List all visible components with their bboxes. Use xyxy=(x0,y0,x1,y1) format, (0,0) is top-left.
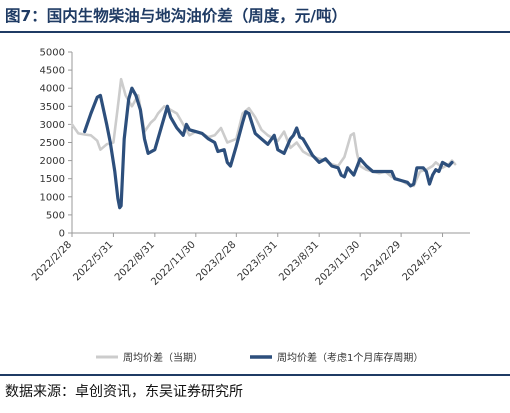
legend-label-0: 周均价差（当期） xyxy=(123,351,203,364)
x-tick-label: 2022/11/30 xyxy=(149,239,198,288)
y-tick-label: 500 xyxy=(46,210,65,221)
y-axis-ticks: 0 500 1000 1500 2000 2500 3000 3500 4000 4500 5000 xyxy=(40,48,72,240)
x-tick-label: 2023/8/31 xyxy=(277,239,321,283)
y-tick-label: 3500 xyxy=(40,102,65,113)
y-tick-label: 3000 xyxy=(40,120,65,131)
x-tick-label: 2023/11/30 xyxy=(314,239,363,288)
footer-divider xyxy=(0,374,510,376)
data-source: 数据来源：卓创资讯，东吴证券研究所 xyxy=(5,384,243,400)
x-tick-label: 2023/5/31 xyxy=(236,239,280,283)
y-tick-label: 1500 xyxy=(40,174,65,185)
y-tick-label: 4000 xyxy=(40,84,65,95)
x-tick-label: 2024/2/29 xyxy=(359,239,403,283)
x-tick-label: 2024/5/31 xyxy=(401,239,445,283)
y-tick-label: 2500 xyxy=(40,138,65,149)
y-tick-label: 5000 xyxy=(40,48,65,59)
series-lines xyxy=(70,77,457,210)
y-tick-label: 2000 xyxy=(40,156,65,167)
x-tick-label: 2022/8/31 xyxy=(113,239,157,283)
x-tick-label: 2023/2/28 xyxy=(194,239,238,283)
x-tick-label: 2022/2/28 xyxy=(30,239,74,283)
y-tick-label: 1000 xyxy=(40,192,65,203)
y-tick-label: 0 xyxy=(59,229,65,240)
x-tick-label: 2022/5/31 xyxy=(72,239,116,283)
y-tick-label: 4500 xyxy=(40,66,65,77)
series-line-1 xyxy=(82,86,454,210)
chart-title: 图7：国内生物柴油与地沟油价差（周度，元/吨） xyxy=(5,7,347,25)
line-chart: 0 500 1000 1500 2000 2500 3000 3500 4000 4500 5000… xyxy=(30,48,470,364)
title-divider xyxy=(0,31,510,33)
legend-label-1: 周均价差（考虑1个月库存周期） xyxy=(277,351,423,364)
x-axis-ticks: 2022/2/282022/5/312022/8/312022/11/30202… xyxy=(30,233,445,288)
chart-legend: 周均价差（当期） 周均价差（考虑1个月库存周期） xyxy=(96,351,423,364)
